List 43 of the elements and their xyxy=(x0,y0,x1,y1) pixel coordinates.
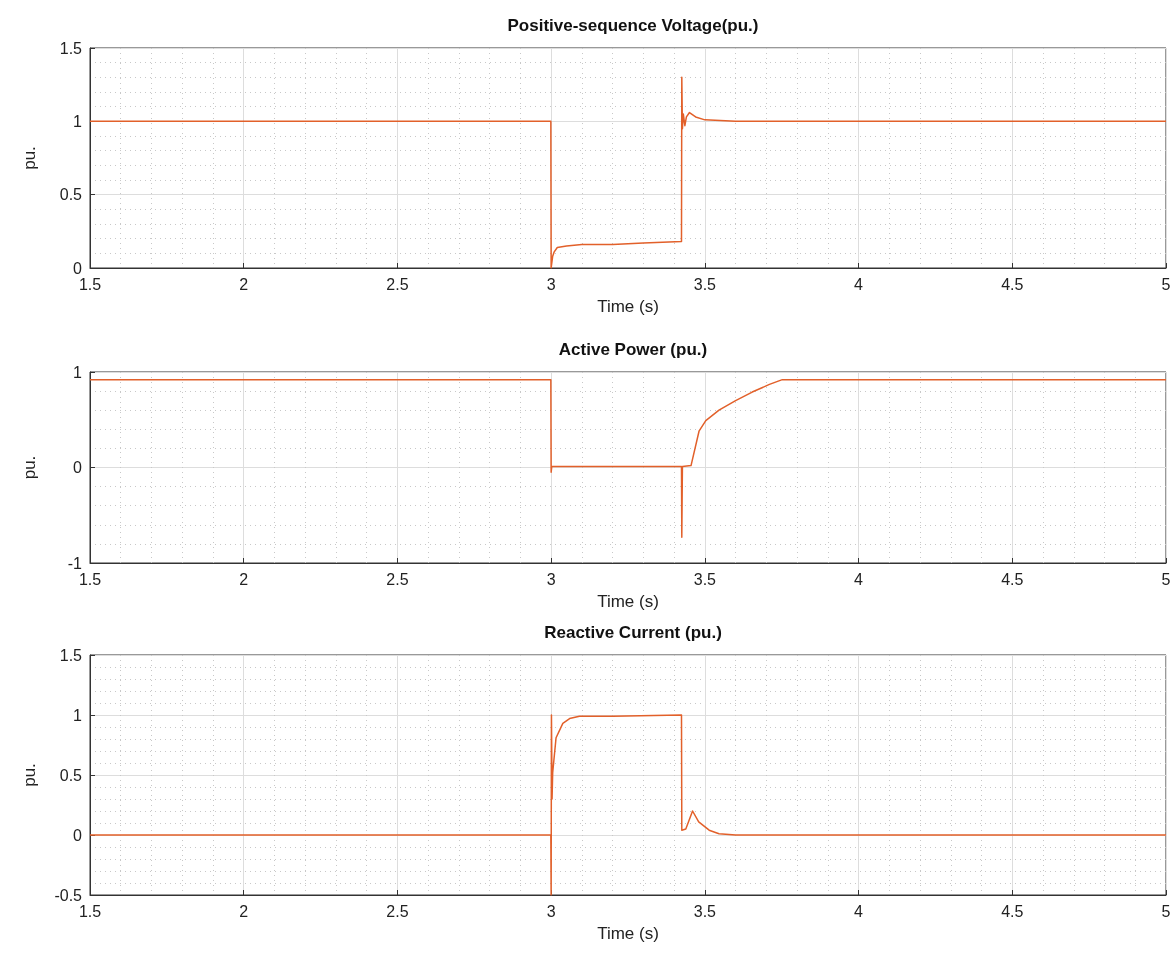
x-tick-label: 4 xyxy=(854,275,864,293)
y-tick-label: 1.5 xyxy=(59,39,83,57)
y-tick-label: 0.5 xyxy=(59,186,83,204)
x-tick-label: 3.5 xyxy=(693,570,717,588)
y-axis-title: pu. xyxy=(20,146,39,170)
x-axis-title: Time (s) xyxy=(597,924,659,943)
x-tick-label: 3.5 xyxy=(693,902,717,920)
y-tick-label: 0 xyxy=(73,459,83,476)
x-tick-label: 5 xyxy=(1161,275,1171,293)
x-tick-label: 3 xyxy=(546,570,556,588)
x-tick-label: 3.5 xyxy=(693,275,717,293)
x-tick-label: 4.5 xyxy=(1001,902,1024,920)
chart-title: Reactive Current (pu.) xyxy=(544,623,722,642)
line-series xyxy=(89,378,1167,538)
x-tick-label: 3 xyxy=(546,902,556,920)
x-tick-label: 2 xyxy=(239,275,249,293)
y-tick-label: 1.5 xyxy=(59,646,83,664)
x-tick-label: 2.5 xyxy=(386,275,409,293)
y-tick-label: -1 xyxy=(67,554,83,572)
y-tick-label: -0.5 xyxy=(54,886,83,904)
x-tick-label: 2.5 xyxy=(386,902,409,920)
x-tick-label: 2.5 xyxy=(386,570,409,588)
chart-title: Active Power (pu.) xyxy=(558,340,708,359)
y-tick-label: 1 xyxy=(73,363,83,381)
chart-title: Positive-sequence Voltage(pu.) xyxy=(507,16,759,35)
x-tick-label: 5 xyxy=(1161,570,1171,588)
x-axis-title: Time (s) xyxy=(597,592,659,611)
x-tick-label: 2 xyxy=(239,902,249,920)
y-tick-label: 0 xyxy=(73,259,83,277)
y-tick-label: 0 xyxy=(73,826,83,844)
y-axis-title: pu. xyxy=(20,763,39,787)
x-tick-label: 4 xyxy=(854,902,864,920)
x-tick-label: 2 xyxy=(239,570,249,588)
y-tick-label: 1 xyxy=(73,112,83,130)
x-tick-label: 3 xyxy=(546,275,556,293)
x-axis-title: Time (s) xyxy=(597,297,659,316)
x-tick-label: 5 xyxy=(1161,902,1171,920)
x-tick-label: 4.5 xyxy=(1001,275,1024,293)
y-axis-title: pu. xyxy=(20,455,39,480)
y-tick-label: 0.5 xyxy=(59,766,83,784)
x-tick-label: 4.5 xyxy=(1001,570,1024,588)
y-tick-label: 1 xyxy=(73,706,83,724)
x-tick-label: 4 xyxy=(854,570,864,588)
